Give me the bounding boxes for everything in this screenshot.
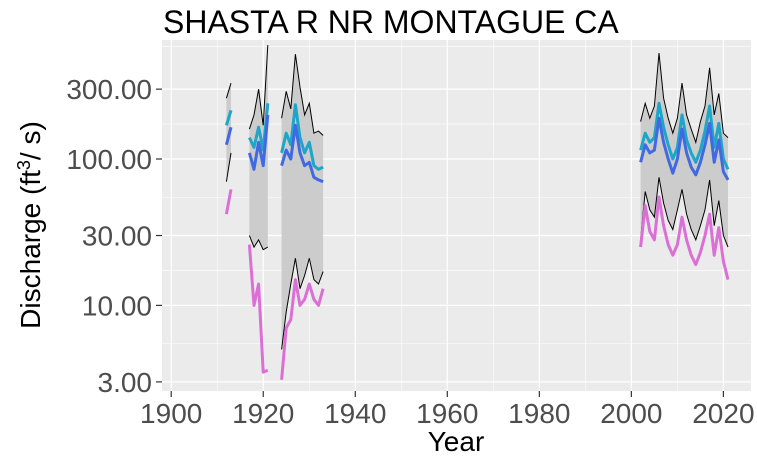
ribbon-edge-group: [225, 45, 729, 350]
x-tick-label: 1960: [416, 398, 478, 429]
y-tick-label: 10.00: [82, 290, 152, 321]
ribbon-upper-edge-2: [248, 45, 269, 130]
chart-title: SHASTA R NR MONTAGUE CA: [163, 4, 619, 40]
y-axis-title-superscript: 3: [14, 160, 34, 170]
x-tick-label: 1980: [508, 398, 570, 429]
ribbon-band-4: [640, 53, 728, 248]
median-line-segment-4: [639, 116, 730, 181]
x-tick-label: 2000: [600, 398, 662, 429]
ribbon-lower-edge-3: [281, 258, 324, 350]
series-line-group: [224, 101, 730, 380]
ribbon-upper-edge-1: [225, 82, 232, 99]
y-tick-label: 3.00: [98, 367, 153, 398]
mean-line-segment-3: [280, 103, 324, 171]
ribbon-lower-edge-4: [640, 177, 729, 248]
median-line-segment-3: [280, 123, 324, 184]
y-axis-title-suffix: / s): [15, 121, 46, 160]
y-axis-title-prefix: Discharge (ft: [15, 170, 46, 329]
y-axis-ticks: 3.00 10.00 30.00 100.00 300.00: [66, 74, 162, 398]
y-tick-label: 100.00: [66, 144, 152, 175]
ribbon-upper-edge-3: [281, 54, 324, 136]
ribbon-lower-edge-1: [225, 152, 232, 182]
y-tick-label: 30.00: [82, 221, 152, 252]
median-line-segment-1: [224, 126, 233, 146]
low-line-segment-1: [224, 189, 233, 215]
low-line-segment-4: [639, 195, 730, 280]
x-axis-title: Year: [428, 426, 485, 457]
x-tick-label: 1940: [324, 398, 386, 429]
ribbon-upper-edge-4: [640, 52, 729, 145]
low-line-segment-3: [280, 278, 325, 380]
y-tick-label: 300.00: [66, 74, 152, 105]
mean-line-segment-4: [639, 101, 730, 170]
x-axis-ticks: 1900 1920 1940 1960 1980 2000 2020: [140, 391, 755, 429]
x-tick-label: 1920: [232, 398, 294, 429]
x-tick-label: 1900: [140, 398, 202, 429]
mean-line-segment-1: [224, 109, 233, 126]
ribbon-lower-edge-2: [248, 235, 269, 251]
low-line-segment-2: [247, 244, 269, 374]
x-tick-label: 2020: [692, 398, 754, 429]
y-axis-title: Discharge (ft3/ s): [14, 121, 46, 329]
median-line-segment-2: [247, 114, 270, 171]
